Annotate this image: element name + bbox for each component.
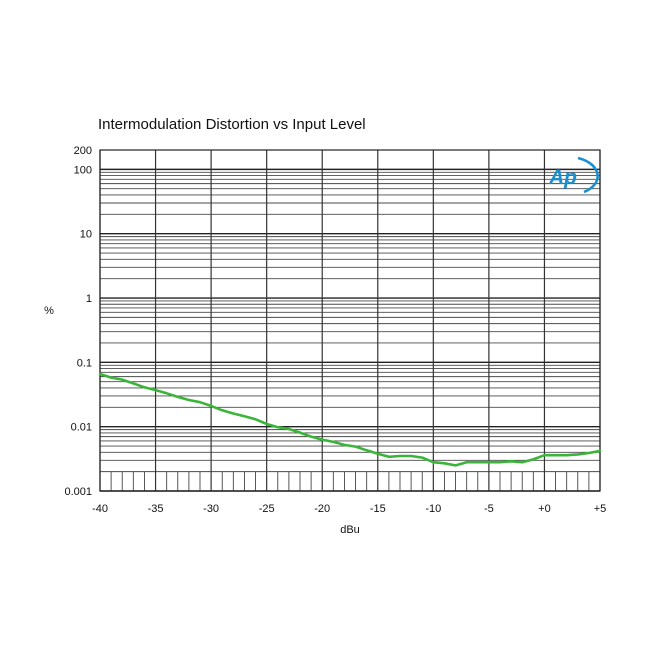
y-tick-label: 100 [74, 164, 92, 176]
y-tick-label: 10 [80, 229, 92, 241]
y-tick-label: 0.1 [77, 357, 92, 369]
x-tick-label: -30 [203, 503, 219, 515]
x-axis-label: dBu [340, 524, 360, 536]
x-tick-label: -25 [259, 503, 275, 515]
x-tick-label: -35 [148, 503, 164, 515]
plot-frame [99, 149, 601, 492]
y-tick-label: 200 [74, 145, 92, 157]
data-layer [98, 372, 602, 467]
y-tick-label: 1 [86, 293, 92, 305]
series-line [98, 372, 602, 467]
x-tick-label: -5 [484, 503, 494, 515]
grid-layer [99, 149, 601, 492]
x-tick-label: +5 [594, 503, 607, 515]
x-tick-label: -40 [92, 503, 108, 515]
ap-logo-text: Ap [548, 166, 577, 189]
x-tick-label: -20 [314, 503, 330, 515]
ap-logo: Ap [548, 156, 599, 194]
y-tick-label: 0.001 [64, 486, 92, 498]
x-tick-label: +0 [538, 503, 551, 515]
tick-layer: -40 -35 -30 -25 -20 -15 -10 -5 +0 +5 200 100 10 1 0.1 0… [64, 145, 606, 515]
x-tick-label: -15 [370, 503, 386, 515]
y-axis-label: % [44, 305, 54, 317]
ap-logo-swoosh-icon [577, 156, 599, 194]
y-tick-label: 0.01 [71, 422, 92, 434]
chart-title: Intermodulation Distortion vs Input Leve… [98, 116, 366, 133]
x-tick-label: -10 [425, 503, 441, 515]
